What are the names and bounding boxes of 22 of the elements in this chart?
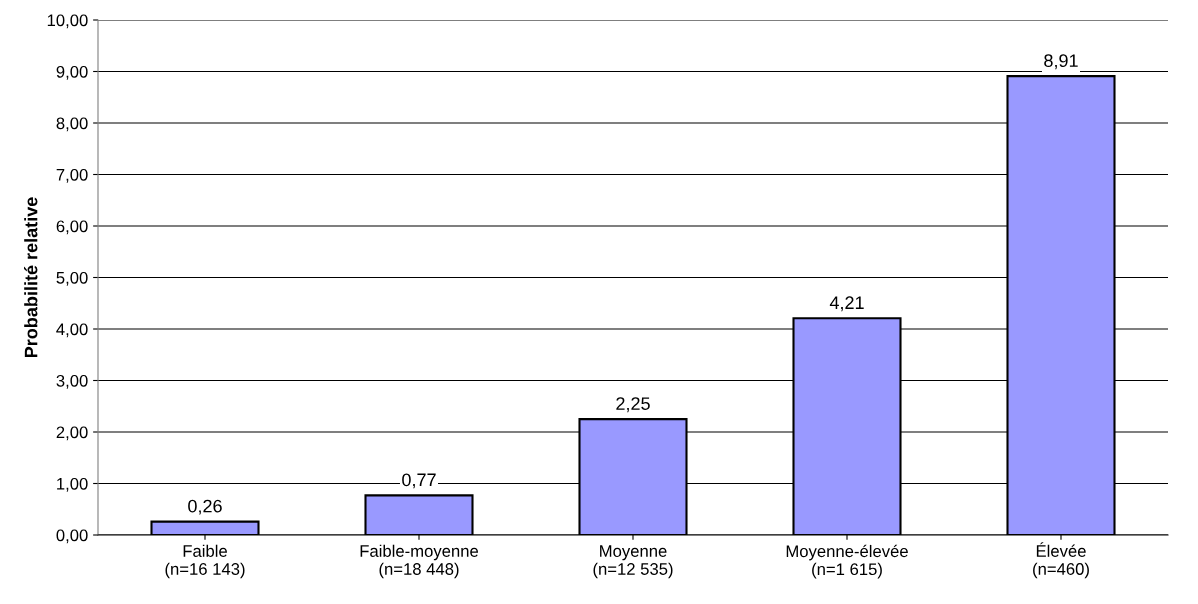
data-label: 2,25	[616, 397, 650, 413]
y-tick-label: 3,00	[56, 374, 88, 389]
data-label: 4,21	[829, 296, 864, 312]
y-tick-label: 6,00	[56, 220, 88, 235]
x-tick-label: Faible-moyenne (n=18 448)	[360, 544, 479, 579]
y-tick-label: 8,00	[56, 117, 88, 132]
y-tick-label: 1,00	[57, 477, 88, 492]
y-axis-title: Probabilité relative	[24, 197, 38, 358]
x-tick-label: Moyenne (n=12 535)	[593, 545, 673, 579]
y-tick-label: 9,00	[56, 65, 88, 80]
x-tick-label: Élevée (n=460)	[1033, 542, 1089, 579]
y-tick-label: 4,00	[56, 323, 88, 338]
y-tick-label: 5,00	[56, 271, 88, 286]
y-tick-label: 0,00	[56, 529, 88, 544]
data-label: 0,26	[188, 499, 222, 515]
y-tick-label: 10,00	[47, 14, 88, 29]
data-label: 8,91	[1044, 54, 1078, 70]
x-tick-label: Moyenne-élevée (n=1 615)	[786, 544, 908, 579]
y-tick-label: 2,00	[56, 426, 88, 441]
y-tick-label: 7,00	[56, 168, 88, 183]
data-label: 0,77	[402, 473, 436, 489]
x-tick-label: Faible (n=16 143)	[165, 544, 245, 579]
